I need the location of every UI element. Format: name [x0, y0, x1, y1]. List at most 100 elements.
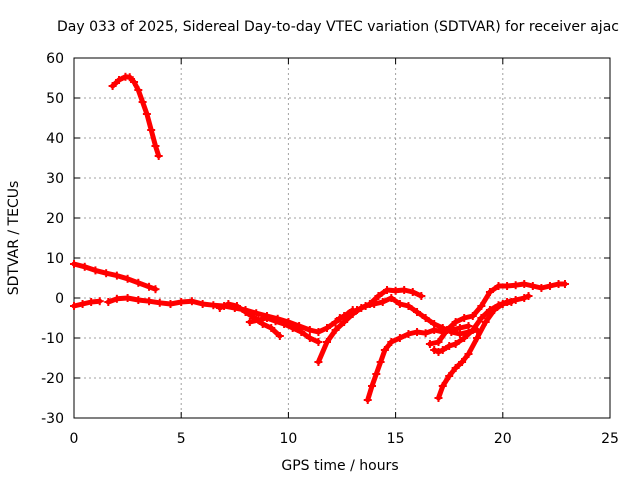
data-point: [490, 306, 499, 314]
y-axis-label: SDTVAR / TECUs: [6, 181, 22, 296]
data-point: [376, 358, 385, 366]
data-point: [280, 320, 289, 328]
x-tick-label: 5: [177, 431, 186, 447]
data-point: [421, 314, 430, 322]
y-axis-ticks: -30 -20 -10 0 10 20 30 40 50 60: [41, 51, 610, 427]
data-point: [395, 334, 404, 342]
data-point: [430, 346, 439, 354]
data-point: [155, 298, 164, 307]
data-point: [468, 326, 477, 334]
data-point: [331, 326, 340, 334]
data-point: [430, 326, 439, 334]
data-point: [445, 342, 454, 350]
y-tick-label: 60: [46, 51, 64, 67]
series-line-arc-3: [71, 298, 103, 309]
series-line-arc-10: [427, 281, 568, 347]
data-point: [95, 297, 104, 306]
data-point: [335, 314, 344, 322]
y-tick-label: 20: [46, 211, 64, 227]
data-point: [112, 271, 121, 280]
data-point: [314, 358, 323, 366]
data-point: [245, 318, 254, 326]
data-point: [123, 274, 132, 283]
data-point: [520, 280, 529, 288]
data-point: [102, 269, 111, 278]
data-point: [70, 302, 78, 310]
data-point: [115, 76, 124, 84]
data-point: [297, 328, 306, 336]
data-point: [232, 302, 241, 310]
data-point: [322, 324, 331, 332]
data-point: [434, 394, 443, 402]
data-point: [383, 286, 392, 294]
data-point: [494, 282, 503, 290]
data-point: [254, 316, 263, 324]
data-point: [477, 302, 486, 310]
y-tick-label: 10: [46, 251, 64, 267]
data-point: [130, 78, 139, 86]
data-point: [252, 309, 261, 318]
data-point: [477, 314, 486, 322]
y-tick-label: -10: [41, 331, 64, 347]
data-point: [421, 329, 430, 338]
data-point: [387, 338, 396, 346]
data-point: [464, 322, 473, 330]
data-point: [145, 282, 154, 291]
data-point: [187, 297, 196, 306]
data-point: [395, 300, 404, 308]
data-point: [80, 262, 89, 271]
data-point: [125, 73, 134, 82]
data-point: [134, 296, 143, 304]
y-tick-label: -20: [41, 371, 64, 387]
data-point: [368, 382, 377, 390]
data-point: [438, 346, 447, 354]
data-point: [209, 301, 218, 310]
data-point: [151, 142, 160, 150]
data-point: [314, 338, 323, 346]
data-point: [142, 110, 151, 118]
data-point: [353, 306, 362, 314]
data-point: [451, 364, 460, 372]
data-point: [112, 294, 121, 303]
data-point: [387, 294, 396, 302]
x-tick-label: 15: [387, 431, 405, 447]
data-point: [434, 338, 443, 346]
x-tick-label: 0: [70, 431, 79, 447]
data-point: [91, 266, 100, 275]
data-series: [70, 72, 569, 404]
data-point: [498, 300, 507, 308]
data-point: [275, 332, 284, 340]
data-point: [370, 300, 379, 308]
data-point: [215, 304, 224, 312]
data-point: [78, 300, 87, 308]
data-point: [451, 318, 460, 326]
data-point: [458, 358, 467, 366]
data-point: [404, 302, 413, 310]
y-tick-label: 30: [46, 171, 64, 187]
data-point: [520, 294, 529, 302]
data-point: [134, 86, 143, 94]
data-point: [87, 298, 96, 306]
data-point: [455, 324, 464, 332]
data-point: [147, 126, 156, 134]
data-point: [537, 284, 546, 292]
x-axis-ticks: 0 5 10 15 20 25: [70, 58, 619, 447]
data-point: [413, 308, 422, 316]
data-point: [361, 302, 370, 310]
data-point: [305, 334, 314, 342]
data-point: [524, 292, 533, 300]
data-point: [151, 285, 160, 294]
data-point: [511, 281, 520, 290]
x-tick-label: 10: [279, 431, 297, 447]
data-point: [134, 278, 143, 287]
plot-frame: [73, 57, 611, 419]
data-point: [262, 314, 271, 322]
data-point: [372, 370, 381, 378]
data-point: [177, 298, 186, 306]
data-point: [400, 286, 409, 294]
data-point: [104, 298, 113, 306]
y-tick-label: 0: [55, 291, 64, 307]
data-point: [288, 324, 297, 332]
data-point: [434, 348, 443, 356]
